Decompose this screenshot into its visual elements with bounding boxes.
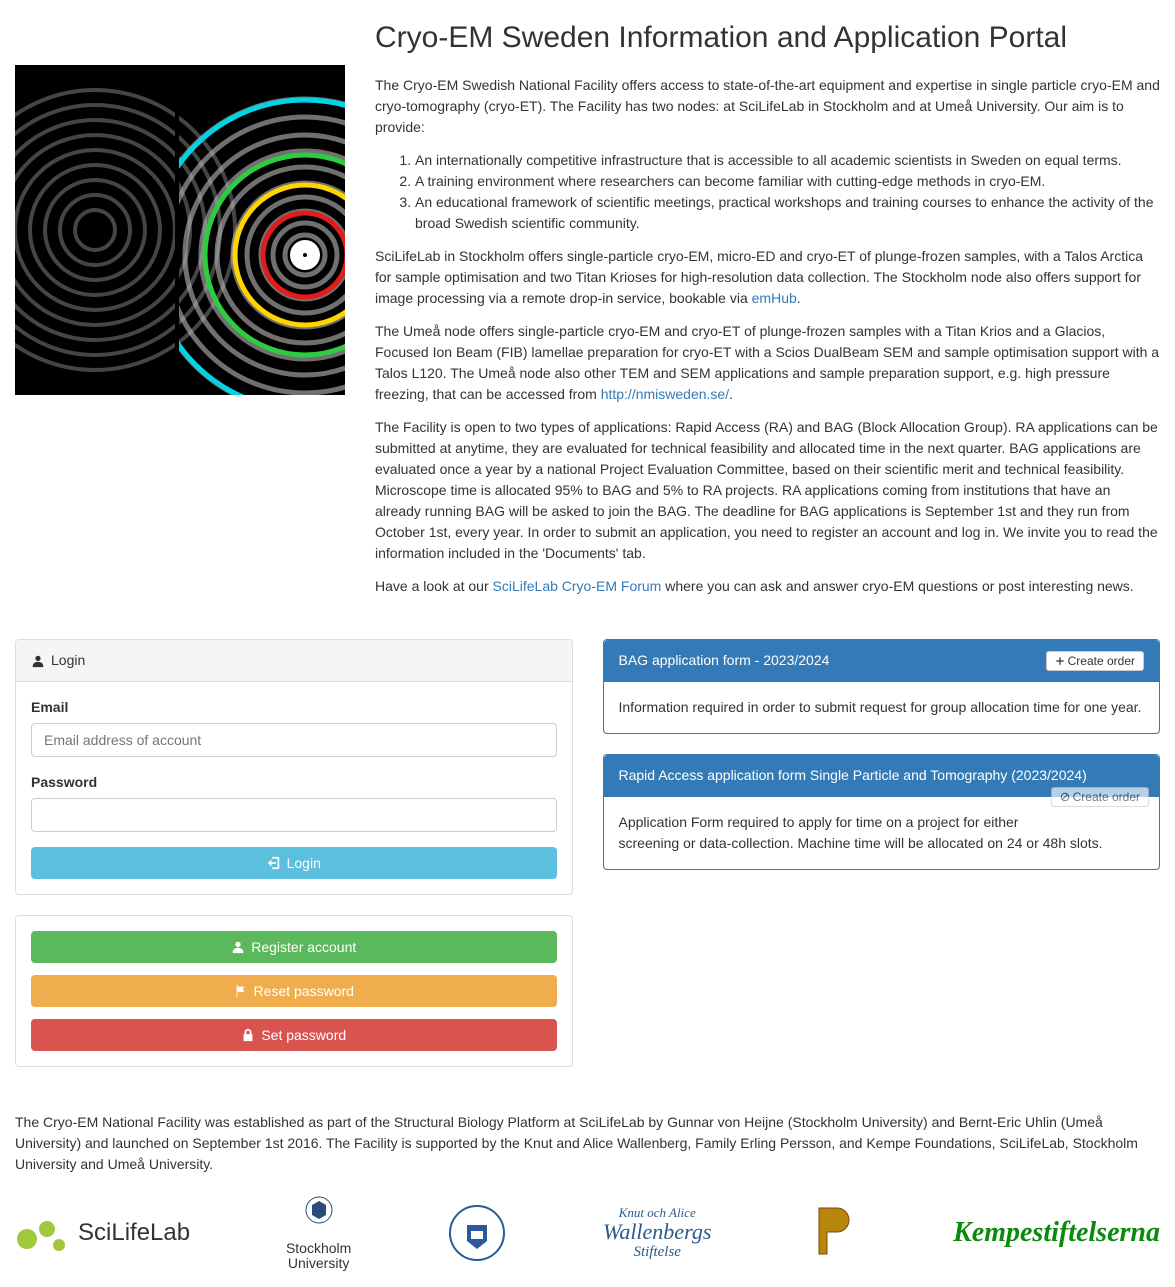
reset-password-button[interactable]: Reset password xyxy=(31,975,557,1007)
rapid-form-body: Application Form required to apply for t… xyxy=(619,812,1145,833)
hero-image xyxy=(15,15,345,609)
intro-list: An internationally competitive infrastru… xyxy=(375,150,1160,234)
login-icon xyxy=(267,856,281,870)
intro-p4: The Facility is open to two types of app… xyxy=(375,417,1160,564)
intro-list-item: An internationally competitive infrastru… xyxy=(415,150,1160,171)
email-label: Email xyxy=(31,697,557,718)
intro-p1: The Cryo-EM Swedish National Facility of… xyxy=(375,75,1160,138)
login-panel: Login Email Password Login xyxy=(15,639,573,895)
set-password-button[interactable]: Set password xyxy=(31,1019,557,1051)
scilife-dots-icon xyxy=(15,1211,70,1256)
bag-create-order-button[interactable]: Create order xyxy=(1046,651,1144,671)
ban-icon xyxy=(1060,792,1070,802)
plus-icon xyxy=(1055,656,1065,666)
forum-link[interactable]: SciLifeLab Cryo-EM Forum xyxy=(493,578,662,594)
intro-list-item: An educational framework of scientific m… xyxy=(415,192,1160,234)
bag-form-title: BAG application form - 2023/2024 xyxy=(619,650,830,671)
bag-form-body: Information required in order to submit … xyxy=(619,699,1142,715)
kempe-logo: Kempestiftelserna xyxy=(953,1212,1160,1254)
rapid-form-panel: Rapid Access application form Single Par… xyxy=(603,754,1161,870)
user-icon xyxy=(31,654,45,668)
intro-p5: Have a look at our SciLifeLab Cryo-EM Fo… xyxy=(375,576,1160,597)
su-crest-icon xyxy=(294,1195,344,1235)
rapid-form-body2: screening or data-collection. Machine ti… xyxy=(619,833,1145,854)
intro-p3: The Umeå node offers single-particle cry… xyxy=(375,321,1160,405)
emhub-link[interactable]: emHub xyxy=(752,290,797,306)
rapid-create-order-button: Create order xyxy=(1051,787,1149,807)
login-panel-title: Login xyxy=(51,650,85,671)
password-input[interactable] xyxy=(31,798,557,832)
flag-icon xyxy=(234,984,248,998)
stockholm-university-logo: StockholmUniversity xyxy=(286,1195,351,1272)
persson-logo xyxy=(807,1203,857,1263)
wallenberg-logo: Knut och Alice Wallenbergs Stiftelse xyxy=(603,1206,711,1261)
intro-p2: SciLifeLab in Stockholm offers single-pa… xyxy=(375,246,1160,309)
nmisweden-link[interactable]: http://nmisweden.se/ xyxy=(601,386,729,402)
rapid-form-title: Rapid Access application form Single Par… xyxy=(619,765,1087,786)
email-input[interactable] xyxy=(31,723,557,757)
page-title: Cryo-EM Sweden Information and Applicati… xyxy=(375,15,1160,60)
scilifelab-logo: SciLifeLab xyxy=(15,1211,190,1256)
lock-icon xyxy=(241,1028,255,1042)
bag-form-panel: BAG application form - 2023/2024 Create … xyxy=(603,639,1161,734)
intro-list-item: A training environment where researchers… xyxy=(415,171,1160,192)
footer-text: The Cryo-EM National Facility was establ… xyxy=(15,1112,1160,1175)
logos-row: SciLifeLab StockholmUniversity Knut och … xyxy=(15,1195,1160,1272)
umea-logo xyxy=(447,1203,507,1263)
umea-crest-icon xyxy=(447,1203,507,1263)
login-button[interactable]: Login xyxy=(31,847,557,879)
p-logo-icon xyxy=(807,1203,857,1263)
register-button[interactable]: Register account xyxy=(31,931,557,963)
user-icon xyxy=(231,940,245,954)
password-label: Password xyxy=(31,772,557,793)
account-actions-panel: Register account Reset password Set pass… xyxy=(15,915,573,1067)
